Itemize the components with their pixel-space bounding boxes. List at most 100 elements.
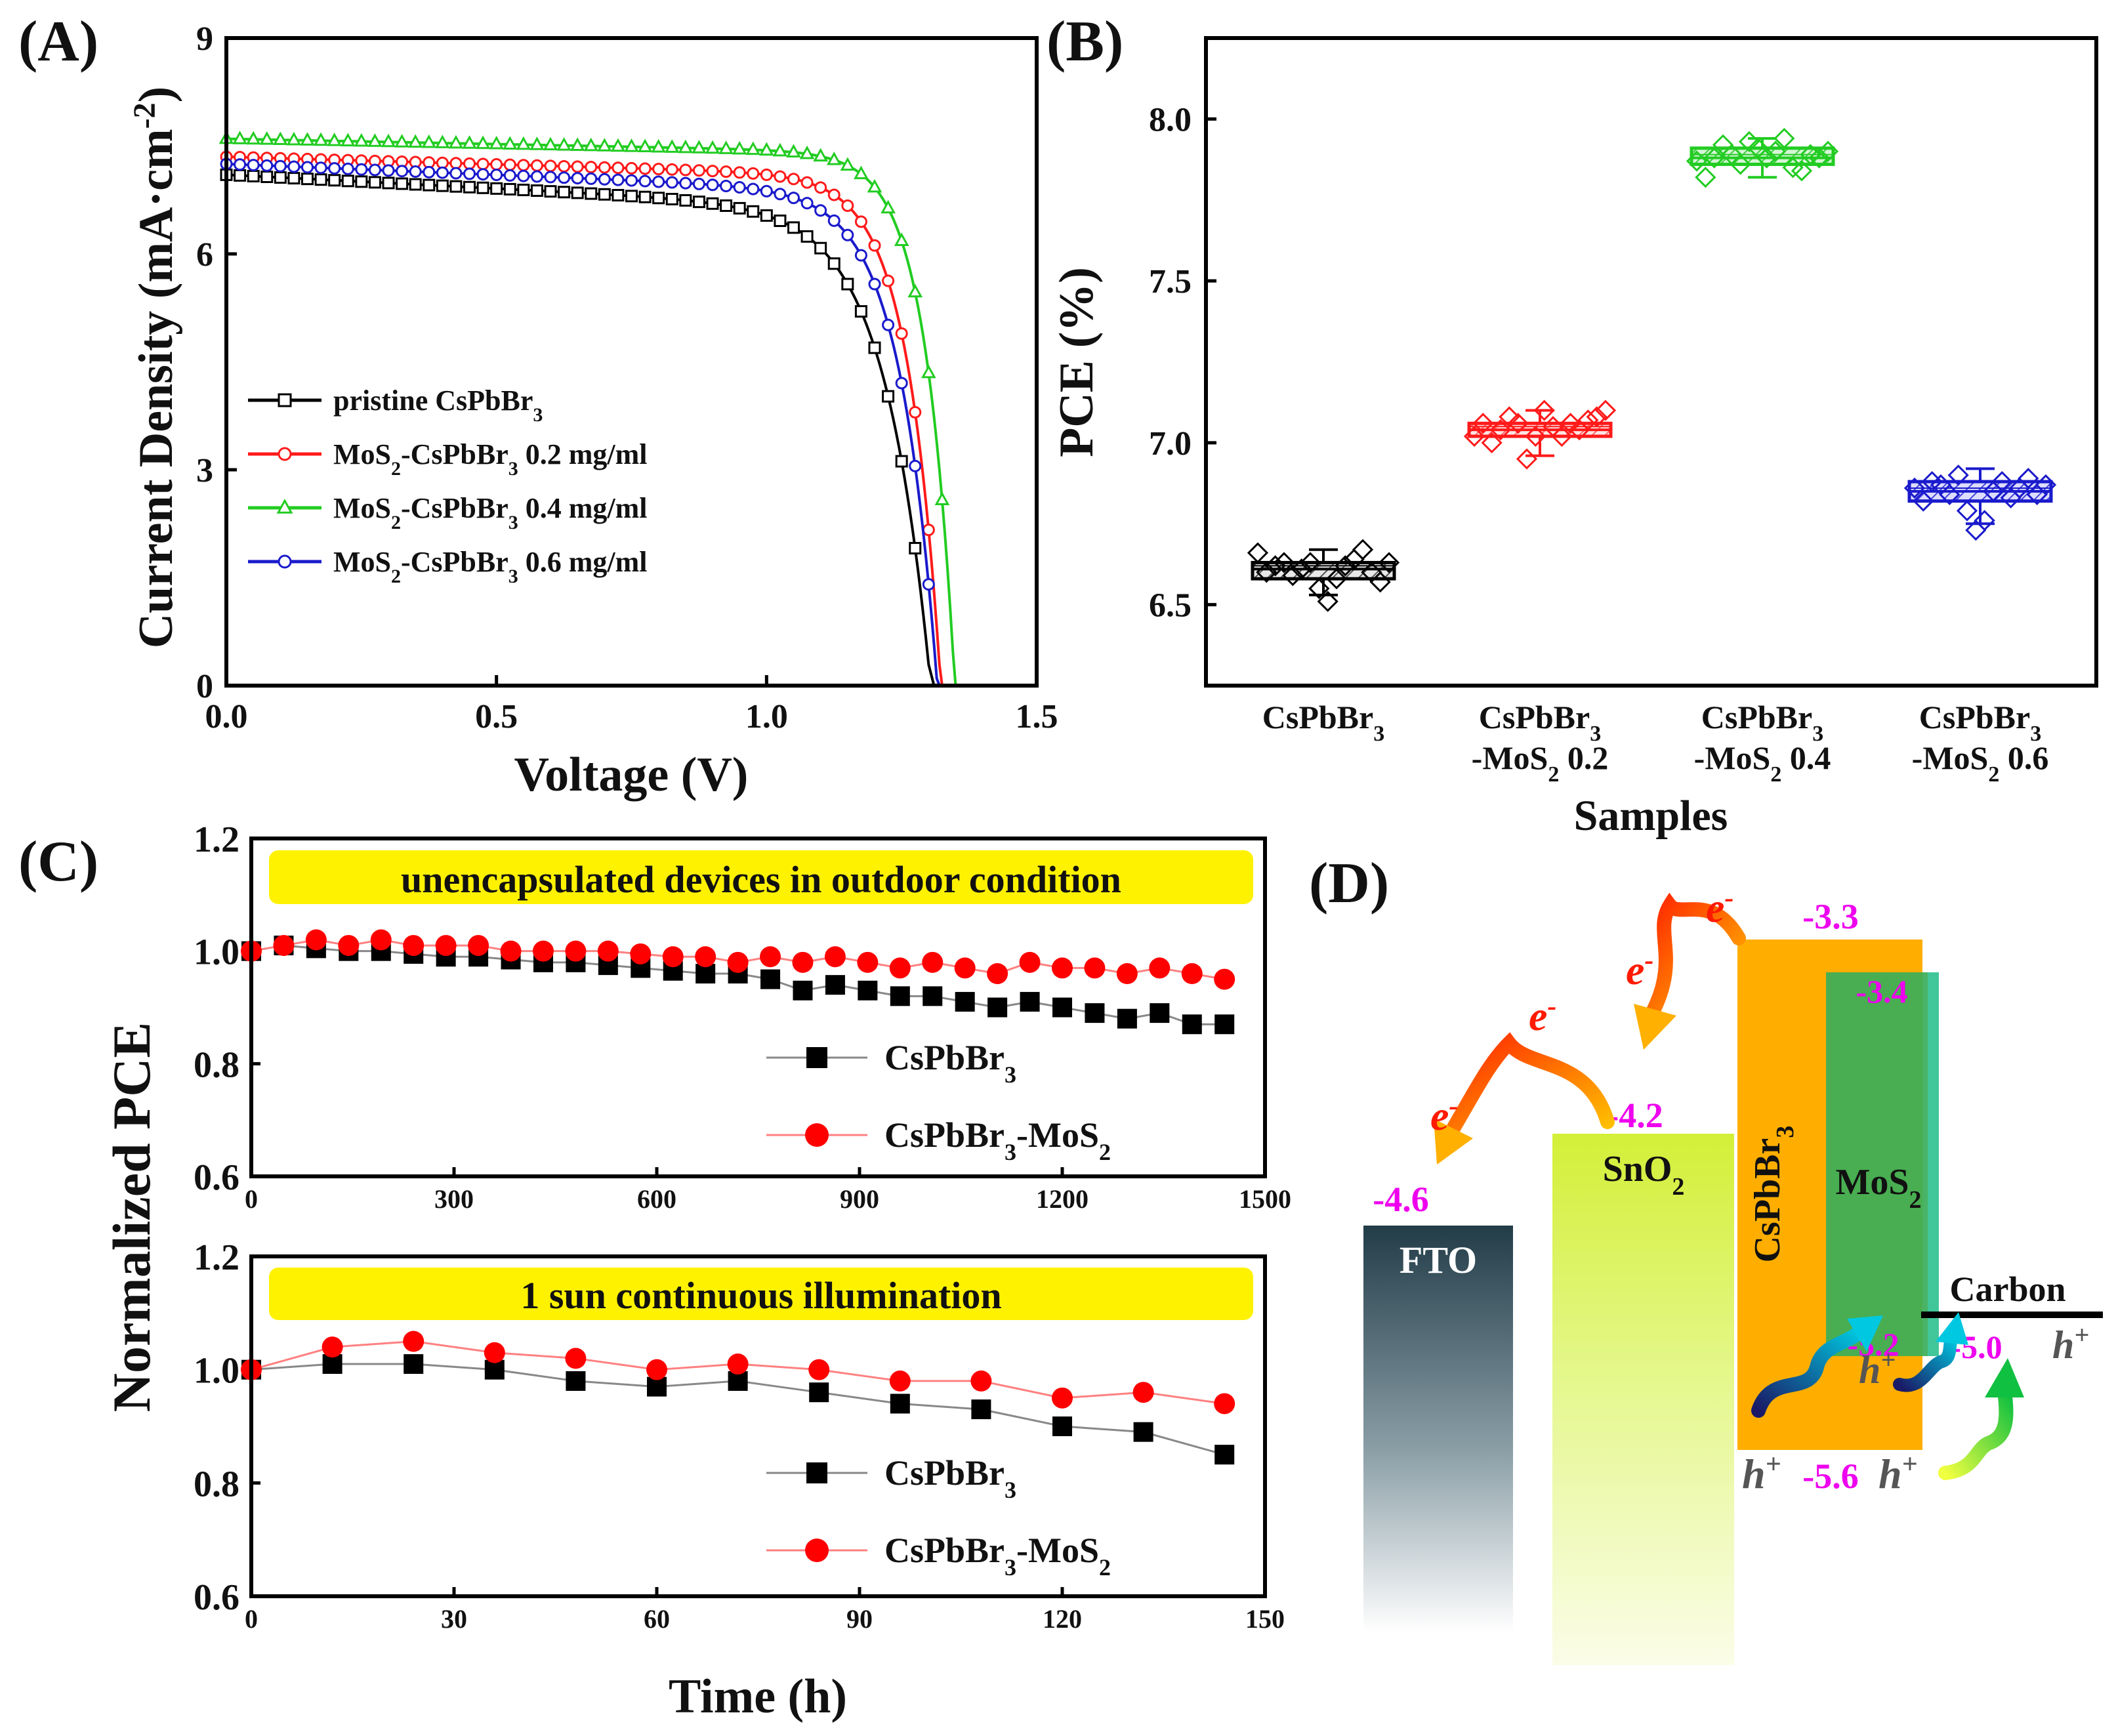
a-data-point [463, 167, 476, 180]
a-ytick-label: 9 [196, 20, 213, 58]
sno2-label: SnO2 [1603, 1149, 1685, 1201]
panel-a: (A) 0.0 0.5 1.0 1.5 0 3 6 9 Voltage (V) Current… [18, 10, 1058, 802]
b-data-point [1586, 406, 1608, 428]
a-data-point [665, 176, 678, 189]
a-data-point [921, 364, 936, 379]
c-data-point [1214, 1393, 1235, 1415]
a-data-point [678, 139, 694, 154]
c-data-point [1214, 1445, 1235, 1465]
c-data-point [890, 1394, 910, 1414]
c-data-point [273, 935, 295, 957]
panel-c: (C) 0 300 600 900 1200 15000.60.81.01.2unenca… [18, 819, 1291, 1724]
c-data-point [1052, 1387, 1073, 1409]
a-data-point [625, 174, 638, 187]
a-data-point [409, 178, 422, 191]
panel-b-ylabel: PCE (%) [1050, 267, 1104, 457]
c-data-point [1181, 963, 1203, 984]
c-xtick-label: 30 [441, 1604, 467, 1634]
a-data-point [774, 188, 787, 201]
a-data-point [423, 165, 436, 178]
a-data-point [799, 145, 815, 159]
b-data-point [1730, 154, 1751, 175]
cspbbr3-cb-level: -3.3 [1802, 897, 1858, 936]
a-data-point [530, 159, 543, 172]
a-data-point [328, 162, 341, 175]
a-data-point [367, 133, 383, 147]
mos2-label: MoS2 [1836, 1162, 1922, 1214]
a-xtick-label: 1.0 [745, 698, 788, 735]
c-data-point [727, 951, 749, 973]
a-data-point [800, 197, 814, 210]
a-data-point [396, 165, 409, 178]
a-data-point [610, 138, 626, 152]
a-data-point [706, 197, 719, 210]
c-data-point [987, 997, 1008, 1018]
a-data-point [287, 172, 301, 185]
a-data-point [827, 188, 840, 201]
a-data-point [503, 158, 516, 171]
a-data-point [259, 131, 275, 145]
b-data-point [1594, 400, 1617, 421]
a-series-line [226, 155, 944, 686]
a-data-point [652, 192, 665, 205]
c-legend-label: CsPbBr3-MoS2 [884, 1115, 1111, 1165]
c-data-point [695, 946, 716, 968]
a-data-point [544, 171, 557, 184]
a-data-point [543, 136, 558, 151]
a-legend-label: MoS2-CsPbBr3 0.2 mg/ml [333, 438, 648, 480]
c-ytick-label: 0.6 [194, 1157, 239, 1198]
c-xtick-label: 90 [846, 1604, 873, 1634]
a-data-point [247, 169, 260, 182]
hole-label-2: h+ [1878, 1449, 1918, 1497]
a-data-point [624, 138, 639, 152]
a-data-point [625, 161, 638, 175]
a-data-point [867, 178, 882, 193]
c-data-point [322, 1336, 343, 1358]
b-data-point [1764, 140, 1787, 162]
a-data-point [882, 390, 895, 403]
a-data-point [786, 144, 801, 158]
a-data-point [394, 134, 409, 148]
fto-label: FTO [1400, 1239, 1477, 1281]
c-data-point [1182, 1014, 1202, 1035]
a-series-line [226, 173, 936, 686]
b-data-point [1695, 167, 1716, 188]
c-xtick-label: 0 [245, 1604, 258, 1634]
a-data-point [612, 161, 625, 175]
c-data-point [403, 935, 425, 957]
a-ytick-label: 0 [196, 668, 213, 705]
b-xtick-label-line1: CsPbBr3 [1701, 699, 1823, 746]
a-data-point [556, 136, 571, 151]
a-xtick-label: 1.5 [1016, 698, 1058, 735]
c-data-point [970, 1370, 992, 1392]
a-legend-label: pristine CsPbBr3 [333, 384, 543, 426]
c-data-point [1052, 1416, 1072, 1436]
c-banner [269, 1268, 1253, 1320]
a-data-point [585, 187, 598, 200]
b-data-point [1499, 406, 1520, 428]
carbon-label: Carbon [1949, 1270, 2065, 1309]
a-data-point [355, 175, 368, 188]
a-data-point [747, 205, 760, 218]
a-data-point [652, 175, 665, 188]
a-data-point [612, 189, 625, 202]
c-data-point [809, 1382, 829, 1403]
c-data-point [857, 951, 879, 973]
c-data-point [1214, 1014, 1235, 1035]
a-data-point [503, 182, 516, 196]
a-data-point [490, 169, 503, 182]
a-data-point [840, 157, 856, 171]
electron-arrow-2 [1646, 892, 1746, 1018]
b-data-point [1264, 555, 1286, 577]
a-data-point [544, 159, 557, 173]
a-data-point [841, 199, 854, 213]
c-ytick-label: 1.0 [194, 932, 239, 973]
c-data-point [532, 940, 554, 962]
a-data-point [882, 318, 895, 331]
a-data-point [571, 186, 584, 199]
a-data-point [490, 158, 503, 171]
a-data-point [909, 542, 922, 555]
c-data-point [484, 1342, 505, 1363]
panel-b-xlabel: Samples [1574, 792, 1728, 840]
a-data-point [436, 179, 449, 192]
